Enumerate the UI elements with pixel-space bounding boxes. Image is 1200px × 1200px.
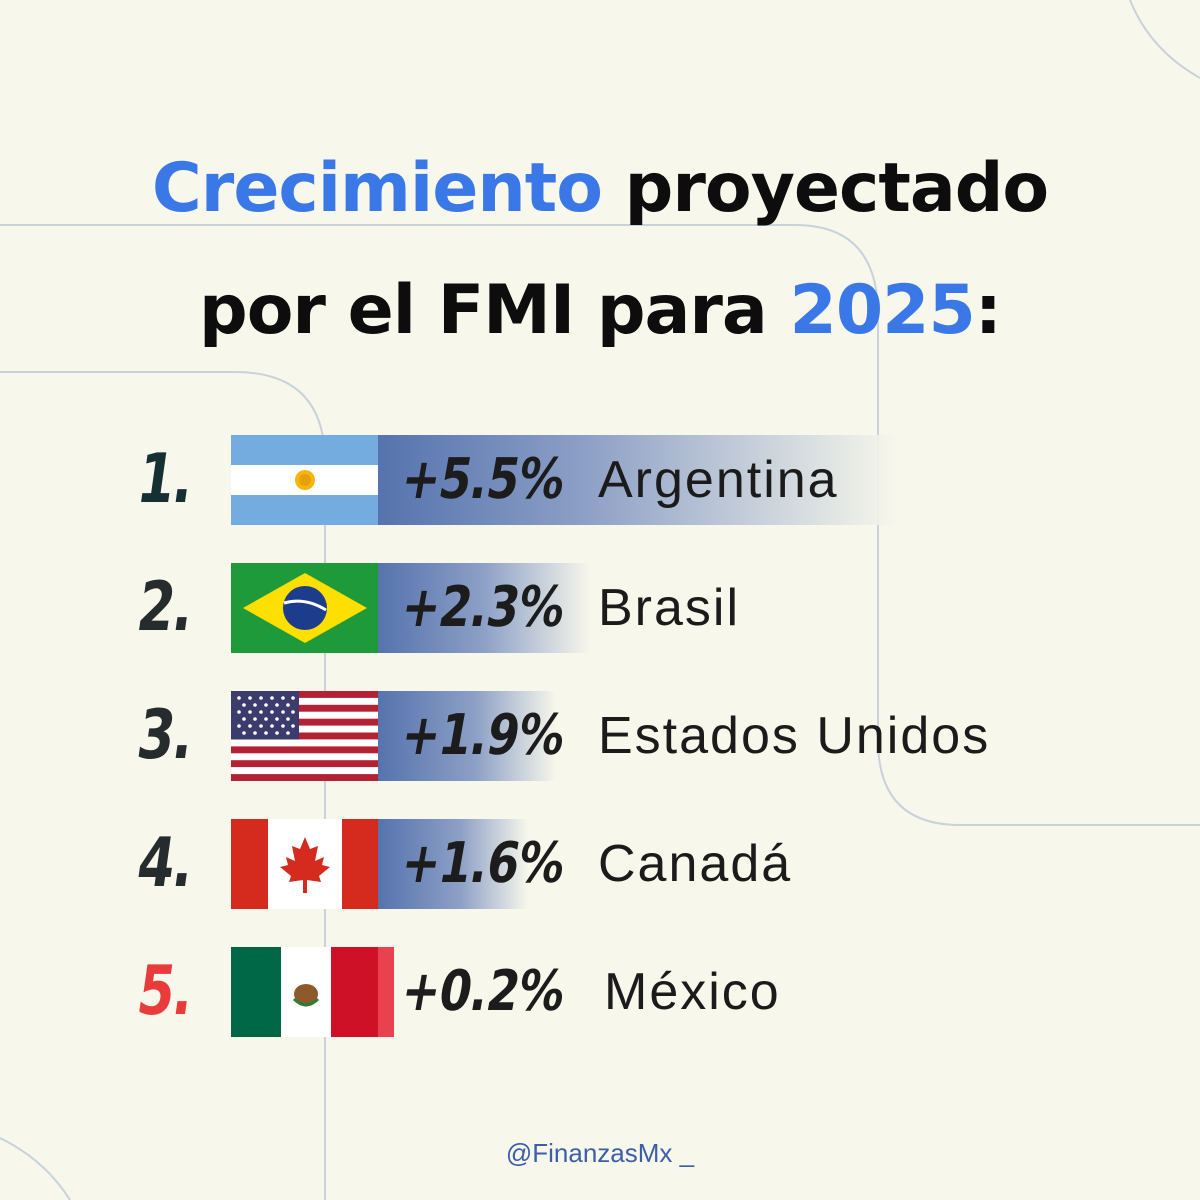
country-name: Brasil — [598, 579, 741, 637]
headline-year: 2025 — [789, 271, 976, 350]
headline-line-1: Crecimiento proyectado — [0, 128, 1200, 250]
rank-number: 3. — [132, 696, 198, 775]
growth-bar — [378, 435, 898, 525]
rank-number: 1. — [132, 440, 198, 519]
headline-text: proyectado — [601, 149, 1049, 228]
growth-bar — [378, 691, 556, 781]
country-name: Canadá — [598, 835, 793, 893]
country-name: Estados Unidos — [598, 707, 991, 765]
usa-flag-icon — [231, 691, 379, 781]
growth-value: +1.6% — [396, 831, 570, 896]
ranking-row-brasil: 2. +2.3% Brasil — [0, 563, 1200, 653]
rank-number: 4. — [132, 824, 198, 903]
growth-value: +0.2% — [396, 959, 570, 1024]
headline-highlight: Crecimiento — [151, 149, 603, 228]
mexico-flag-icon — [231, 947, 379, 1037]
growth-bar — [378, 563, 590, 653]
headline-line-2: por el FMI para 2025: — [0, 250, 1200, 372]
country-name: Argentina — [598, 451, 839, 509]
headline-text: por el FMI para — [199, 271, 790, 350]
brazil-flag-icon — [231, 563, 379, 653]
growth-value: +1.9% — [396, 703, 570, 768]
growth-value: +2.3% — [396, 575, 570, 640]
account-handle: @FinanzasMx _ — [505, 1138, 695, 1168]
rank-number: 5. — [132, 952, 198, 1031]
growth-bar — [378, 819, 528, 909]
argentina-flag-icon — [231, 435, 379, 525]
headline-colon: : — [974, 271, 1002, 350]
ranking-row-estados-unidos: 3. +1.9% Estados Unidos — [0, 691, 1200, 781]
ranking-row-mexico: 5. +0.2% México — [0, 947, 1200, 1037]
ranking-row-canada: 4. +1.6% Canadá — [0, 819, 1200, 909]
ranking-row-argentina: 1. +5.5% Argentina — [0, 435, 1200, 525]
growth-value: +5.5% — [396, 447, 570, 512]
growth-bar — [378, 947, 394, 1037]
headline: Crecimiento proyectado por el FMI para 2… — [0, 128, 1200, 372]
rank-number: 2. — [132, 568, 198, 647]
country-name: México — [604, 963, 781, 1021]
canada-flag-icon — [231, 819, 379, 909]
